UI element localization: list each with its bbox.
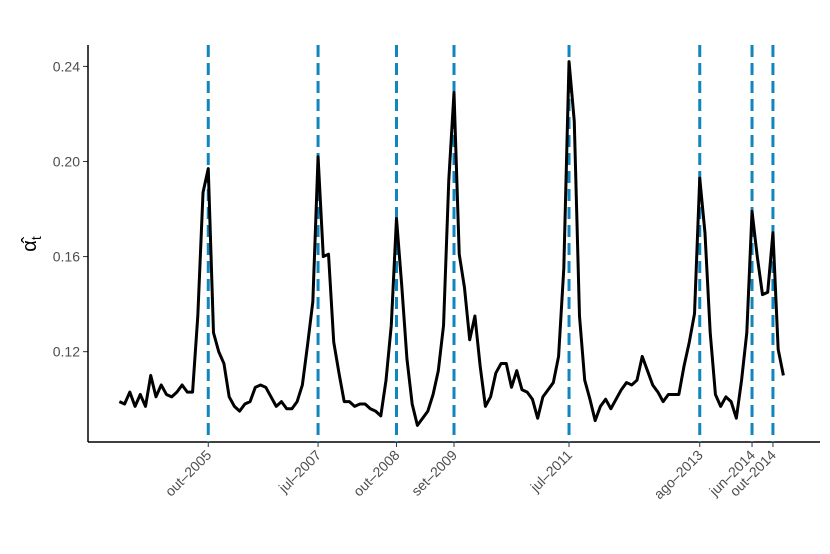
x-tick-label: ago–2013 (650, 447, 706, 503)
x-tick-label: jul–2007 (275, 447, 325, 497)
y-tick-label: 0.12 (53, 344, 80, 360)
y-tick-label: 0.24 (53, 58, 80, 74)
y-tick-label: 0.20 (53, 153, 80, 169)
x-tick-label: set–2009 (408, 447, 460, 499)
x-tick-label: jul–2011 (526, 447, 575, 496)
x-tick-label: out–2008 (350, 447, 403, 500)
x-tick-label: out–2005 (162, 447, 215, 500)
series-line (118, 60, 785, 427)
y-tick-label: 0.16 (53, 249, 80, 265)
y-label-subscript: t (28, 236, 44, 240)
y-axis-label: α̂t (19, 236, 44, 252)
